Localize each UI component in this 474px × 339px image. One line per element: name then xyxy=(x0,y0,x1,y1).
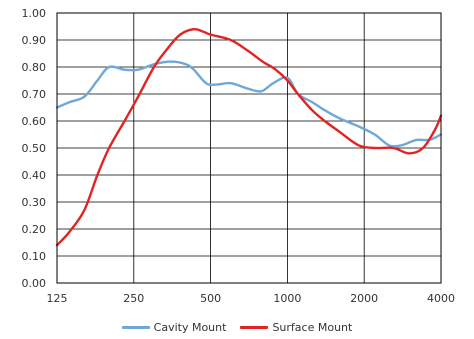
legend-item-surface-mount: Surface Mount xyxy=(240,321,352,334)
legend-label-cavity-mount: Cavity Mount xyxy=(153,320,227,334)
legend-swatch-surface-mount xyxy=(240,325,269,329)
series-line-cavity-mount xyxy=(55,60,443,148)
y-tick-label: 0.80 xyxy=(22,61,47,74)
y-tick-label: 0.40 xyxy=(22,169,47,182)
series-line-surface-mount xyxy=(55,27,443,247)
x-tick-label: 1000 xyxy=(273,292,301,305)
y-tick-label: 0.60 xyxy=(22,115,47,128)
series-lines xyxy=(55,27,443,247)
legend: Cavity Mount Surface Mount xyxy=(0,318,474,336)
y-tick-label: 0.70 xyxy=(22,88,47,101)
x-axis-ticks: 125 250 500 1000 2000 4000 xyxy=(47,292,456,305)
legend-label-surface-mount: Surface Mount xyxy=(272,320,353,334)
y-tick-label: 0.30 xyxy=(22,196,47,209)
y-tick-label: 0.90 xyxy=(22,34,47,47)
x-tick-label: 500 xyxy=(200,292,221,305)
y-tick-label: 0.50 xyxy=(22,142,47,155)
y-tick-label: 1.00 xyxy=(22,7,47,20)
x-tick-label: 250 xyxy=(123,292,144,305)
x-tick-label: 2000 xyxy=(350,292,378,305)
y-axis-ticks: 0.00 0.10 0.20 0.30 0.40 0.50 0.60 0.70 0.80 0.90… xyxy=(22,7,47,290)
x-tick-label: 125 xyxy=(47,292,68,305)
x-tick-label: 4000 xyxy=(427,292,455,305)
legend-item-cavity-mount: Cavity Mount xyxy=(121,320,227,334)
plot-frame xyxy=(56,12,442,284)
y-tick-label: 0.10 xyxy=(22,250,47,263)
y-tick-label: 0.20 xyxy=(22,223,47,236)
legend-swatch-cavity-mount xyxy=(121,325,150,329)
y-tick-label: 0.00 xyxy=(22,277,47,290)
